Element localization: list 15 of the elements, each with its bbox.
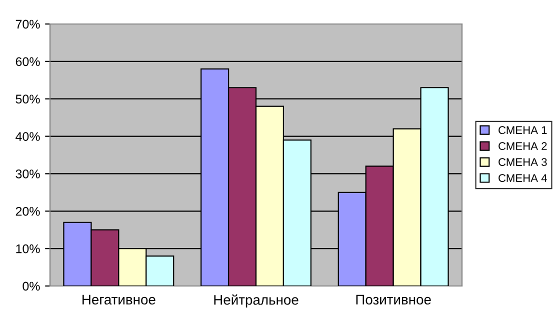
legend-label: СМЕНА 1	[498, 126, 547, 134]
y-tick-label: 20%	[16, 206, 40, 216]
legend-label: СМЕНА 2	[498, 142, 547, 150]
y-tick-label: 50%	[16, 94, 40, 104]
y-tick-label: 40%	[16, 132, 40, 141]
y-tick-label: 60%	[16, 57, 40, 66]
x-tick-label: Нейтральное	[214, 294, 298, 308]
x-tick-label: Негативное	[82, 294, 156, 305]
legend-label: СМЕНА 4	[498, 174, 547, 182]
y-tick-label: 70%	[16, 20, 40, 29]
y-tick-label: 30%	[16, 170, 40, 178]
legend-label: СМЕНА 3	[498, 158, 547, 166]
y-tick-label: 10%	[16, 244, 40, 254]
y-tick-label: 0%	[22, 282, 40, 291]
x-tick-label: Позитивное	[356, 294, 431, 305]
